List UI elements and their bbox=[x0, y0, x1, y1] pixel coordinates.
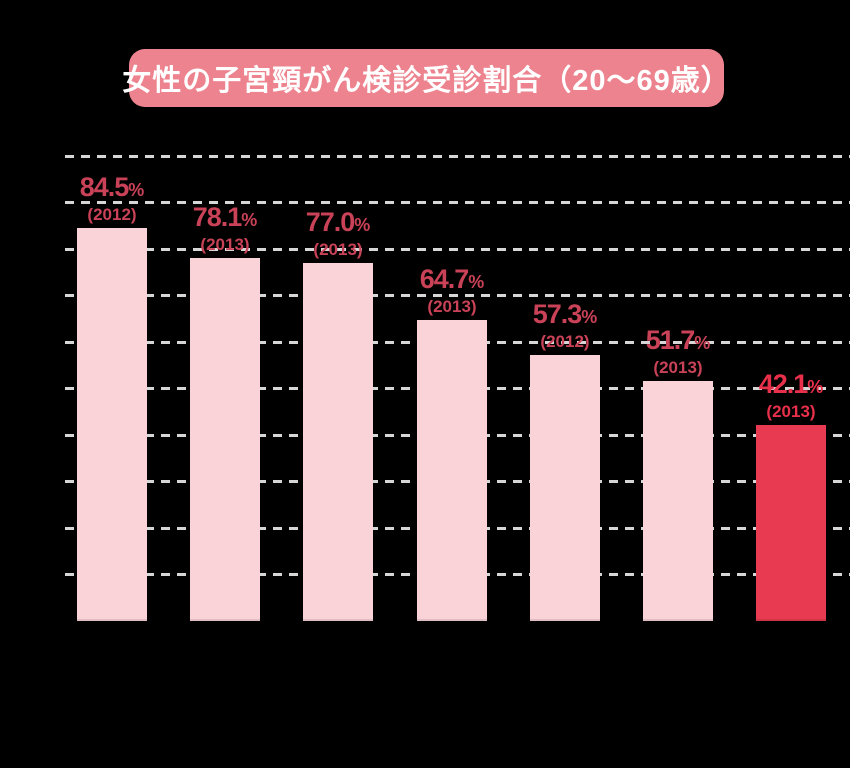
bar-value: 42.1% bbox=[716, 371, 850, 398]
bar-year: (2013) bbox=[427, 297, 477, 316]
bar-label-5: 57.3% (2012) bbox=[490, 301, 640, 351]
bar-value-number: 51.7 bbox=[645, 325, 696, 355]
bar-value-number: 42.1 bbox=[758, 369, 809, 399]
bar-value: 64.7% bbox=[377, 266, 527, 293]
bar-value-number: 78.1 bbox=[192, 202, 243, 232]
bar-value-number: 84.5 bbox=[79, 172, 130, 202]
bar-year: (2012) bbox=[540, 332, 590, 351]
percent-sign: % bbox=[807, 377, 824, 397]
bar-6 bbox=[643, 381, 713, 621]
bar-5 bbox=[530, 355, 600, 621]
percent-sign: % bbox=[354, 215, 371, 235]
percent-sign: % bbox=[241, 210, 258, 230]
bar-value-number: 77.0 bbox=[305, 207, 356, 237]
gridline-100-percent bbox=[65, 154, 850, 158]
bar-label-2: 78.1% (2013) bbox=[150, 204, 300, 254]
chart-title: 女性の子宮頸がん検診受診割合（20〜69歳） bbox=[122, 65, 731, 97]
bar-year: (2013) bbox=[766, 402, 816, 421]
percent-sign: % bbox=[694, 333, 711, 353]
chart-title-pill: 女性の子宮頸がん検診受診割合（20〜69歳） bbox=[122, 49, 730, 107]
bar-3 bbox=[303, 263, 373, 621]
bar-value-number: 64.7 bbox=[419, 264, 470, 294]
bar-label-6: 51.7% (2013) bbox=[603, 327, 753, 377]
bar-value: 78.1% bbox=[150, 204, 300, 231]
gridline-90-percent bbox=[65, 201, 850, 204]
bar-value: 51.7% bbox=[603, 327, 753, 354]
bar-value: 84.5% bbox=[37, 174, 187, 201]
bar-1 bbox=[77, 228, 147, 621]
percent-sign: % bbox=[468, 272, 485, 292]
gridline-80-percent bbox=[65, 247, 850, 251]
bar-value: 77.0% bbox=[263, 209, 413, 236]
bar-4 bbox=[417, 320, 487, 621]
bar-year: (2013) bbox=[653, 358, 703, 377]
bar-2 bbox=[190, 258, 260, 621]
bar-value-number: 57.3 bbox=[532, 299, 583, 329]
percent-sign: % bbox=[581, 307, 598, 327]
bar-label-3: 77.0% (2013) bbox=[263, 209, 413, 259]
bar-label-4: 64.7% (2013) bbox=[377, 266, 527, 316]
percent-sign: % bbox=[128, 180, 145, 200]
bar-value: 57.3% bbox=[490, 301, 640, 328]
gridline-70-percent bbox=[65, 294, 850, 297]
bar-label-7: 42.1% (2013) bbox=[716, 371, 850, 421]
bar-7 bbox=[756, 425, 826, 621]
bar-label-1: 84.5% (2012) bbox=[37, 174, 187, 224]
bar-year: (2013) bbox=[200, 235, 250, 254]
bar-year: (2013) bbox=[313, 240, 363, 259]
bar-year: (2012) bbox=[87, 205, 137, 224]
